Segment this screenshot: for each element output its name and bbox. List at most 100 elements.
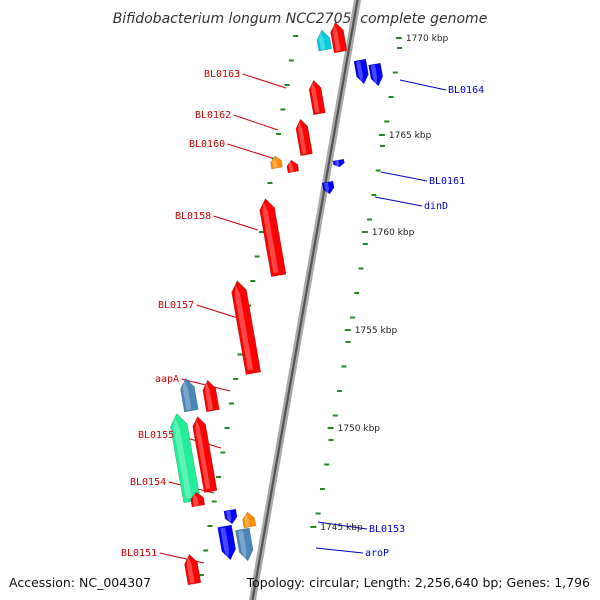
gene-label-forward: BL0160: [189, 139, 225, 150]
gene-arrow-shine: [262, 202, 279, 274]
gene-arrow-body: [190, 491, 206, 508]
gene-label-forward: BL0151: [121, 548, 157, 559]
gene-arrow-body: [259, 198, 287, 278]
leader-line: [242, 73, 287, 89]
gene-arrow-body: [192, 416, 218, 493]
gene-arrow: [308, 79, 326, 116]
gene-arrow: [180, 377, 199, 413]
leader-line: [196, 304, 242, 320]
gene-arrow: [235, 527, 254, 562]
gene-arrow-body: [321, 180, 335, 195]
gene-arrow: [295, 118, 313, 157]
gene-label-forward: BL0158: [175, 211, 211, 222]
gene-arrow-body: [202, 379, 220, 413]
gene-labels: BL0163 BL0162 BL0160 BL0158 BL0157 aapA BL0155…: [121, 69, 484, 559]
leader-line: [374, 196, 423, 207]
gene-label-forward: BL0154: [130, 477, 166, 488]
gene-label-reverse: dinD: [424, 201, 448, 212]
gene-arrow: [223, 508, 238, 525]
gene-arrow: [202, 379, 220, 413]
gene-label-forward: aapA: [155, 374, 179, 385]
gene-label-forward: BL0162: [195, 110, 231, 121]
gene-arrow-shine: [370, 64, 378, 86]
leader-line: [315, 547, 364, 554]
gene-arrow-body: [368, 62, 384, 87]
gene-label-reverse: BL0153: [369, 524, 405, 535]
gene-label-reverse: aroP: [365, 548, 389, 559]
gene-arrow-shine: [173, 417, 192, 499]
gene-arrow-body: [242, 511, 257, 529]
gene-arrow: [321, 180, 335, 195]
scale-label: 1745 kbp: [320, 523, 363, 533]
backbone-core: [251, 0, 359, 600]
gene-label-reverse: BL0164: [448, 85, 484, 96]
gene-arrow-body: [180, 377, 199, 413]
gene-arrow: [242, 511, 257, 529]
gene-arrow-body: [231, 280, 262, 375]
gene-arrow-shine: [195, 419, 211, 490]
accession-text: Accession: NC_004307: [9, 575, 152, 590]
gene-arrow: [368, 62, 384, 87]
gene-arrow: [259, 198, 287, 278]
gene-arrow-shine: [234, 284, 254, 371]
gene-arrow-body: [235, 527, 254, 562]
gene-arrow: [353, 58, 369, 85]
gene-arrow: [192, 416, 218, 493]
gene-arrow-shine: [298, 120, 307, 154]
gene-arrow-body: [223, 508, 238, 525]
gene-arrows: [170, 21, 384, 586]
scale-label: 1760 kbp: [372, 228, 415, 238]
gene-arrow-body: [295, 118, 313, 157]
gene-arrow: [270, 155, 283, 170]
scale-label: 1770 kbp: [406, 34, 449, 44]
gene-arrow-shine: [192, 492, 199, 507]
leader-line: [380, 171, 428, 182]
gene-arrow-body: [308, 79, 326, 116]
gene-arrow: [190, 491, 206, 508]
scale-labels: 1770 kbp 1765 kbp 1760 kbp 1755 kbp 1750 kbp…: [310, 34, 449, 533]
gene-arrow-shine: [182, 379, 192, 411]
scale-label: 1755 kbp: [355, 326, 398, 336]
gene-arrow-body: [270, 155, 283, 170]
gene-label-forward: BL0163: [204, 69, 240, 80]
scale-label: 1750 kbp: [338, 424, 381, 434]
gene-arrow-body: [330, 21, 348, 54]
gene-arrow-shine: [186, 555, 195, 584]
genome-title: Bifidobacterium longum NCC2705, complete…: [113, 11, 488, 27]
gene-arrow-shine: [332, 23, 341, 52]
gene-label-forward: BL0157: [158, 300, 194, 311]
gene-arrow: [184, 553, 202, 586]
leader-line: [159, 552, 205, 564]
gene-arrow-shine: [311, 81, 320, 114]
gene-arrow-body: [184, 553, 202, 586]
gene-arrow-shine: [272, 156, 278, 169]
gene-arrow-body: [217, 524, 236, 561]
gene-arrow-shine: [220, 527, 229, 559]
gene-arrow: [217, 524, 236, 561]
gene-arrow-shine: [319, 31, 326, 50]
leader-line: [227, 143, 273, 159]
scale-label: 1765 kbp: [389, 131, 432, 141]
gene-arrow-shine: [244, 513, 251, 527]
gene-label-reverse: BL0161: [429, 176, 465, 187]
gene-arrow-shine: [334, 160, 340, 167]
genome-backbone: [248, 0, 362, 600]
gene-arrow: [332, 158, 345, 168]
leader-line: [213, 215, 259, 231]
gene-arrow: [231, 280, 262, 375]
leader-line: [399, 79, 447, 91]
gene-arrow-shine: [356, 61, 363, 84]
gene-arrow-shine: [238, 530, 247, 560]
gene-arrow-shine: [324, 182, 329, 194]
gene-label-forward: BL0155: [138, 430, 174, 441]
leader-line: [233, 114, 279, 131]
gene-arrow-shine: [205, 381, 214, 411]
topology-text: Topology: circular; Length: 2,256,640 bp…: [246, 575, 590, 590]
gene-arrow-body: [332, 158, 345, 168]
gene-arrow: [316, 29, 332, 52]
gene-arrow-body: [353, 58, 369, 85]
gene-arrow-body: [286, 159, 300, 174]
gene-arrow: [330, 21, 348, 54]
gene-arrow: [286, 159, 300, 174]
